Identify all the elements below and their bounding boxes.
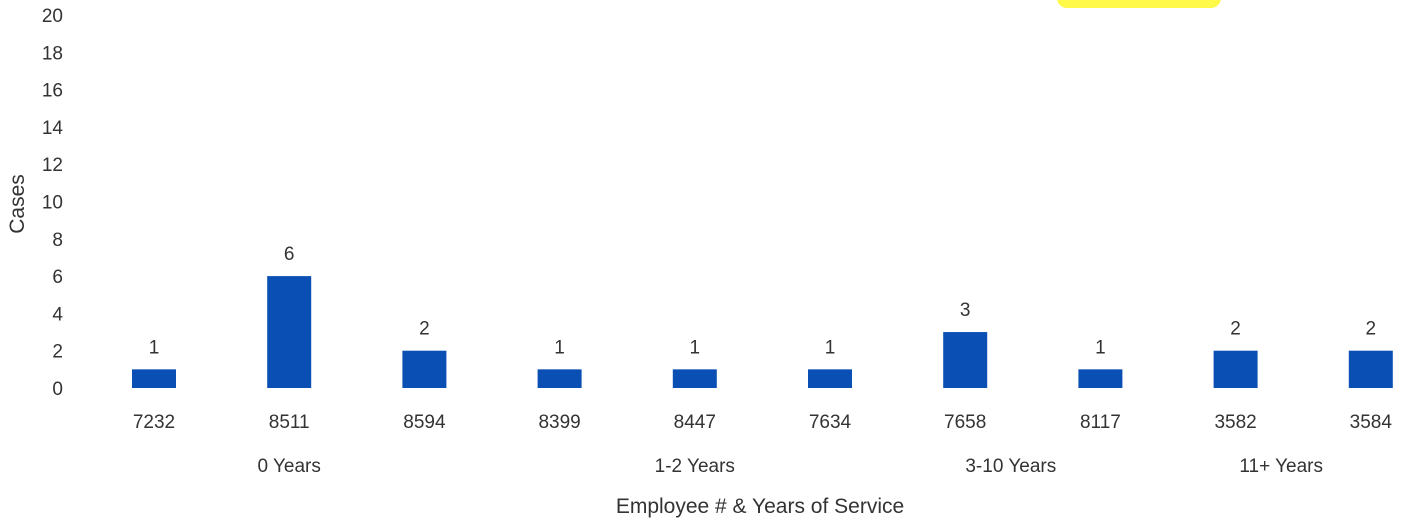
bar — [1348, 350, 1393, 388]
data-label: 3 — [960, 300, 971, 321]
group-label: 1-2 Years — [655, 456, 735, 477]
x-axis-title: Employee # & Years of Service — [616, 495, 904, 518]
data-label: 2 — [419, 319, 430, 340]
data-label: 1 — [1095, 337, 1106, 358]
data-label: 1 — [554, 337, 565, 358]
x-tick-label: 3584 — [1350, 412, 1393, 433]
y-tick-label: 20 — [42, 6, 63, 27]
x-tick-label: 8117 — [1080, 412, 1121, 433]
y-tick-label: 10 — [42, 193, 63, 214]
bar — [808, 369, 852, 388]
bar — [1078, 369, 1123, 388]
y-tick-label: 4 — [52, 304, 63, 325]
bar — [943, 332, 988, 388]
data-label: 1 — [690, 337, 701, 358]
bar — [132, 369, 176, 388]
x-tick-label: 8511 — [269, 412, 310, 433]
group-label: 3-10 Years — [965, 456, 1056, 477]
y-tick-label: 14 — [42, 118, 64, 139]
data-labels: 1 6 2 1 1 1 3 1 2 2 — [149, 244, 1376, 358]
x-tick-label: 8399 — [538, 412, 580, 433]
y-axis-ticks: 0 2 4 6 8 10 12 14 16 18 20 — [42, 6, 64, 400]
y-tick-label: 18 — [42, 43, 63, 64]
y-tick-label: 2 — [52, 342, 63, 363]
y-tick-label: 0 — [52, 379, 63, 400]
x-axis-ticks: 7232 8511 8594 8399 8447 7634 7658 8117 3582 3584 — [133, 412, 1393, 433]
y-tick-label: 6 — [52, 267, 63, 288]
bars — [132, 276, 1393, 388]
x-tick-label: 8447 — [674, 412, 716, 433]
group-labels: 0 Years 1-2 Years 3-10 Years 11+ Years — [257, 456, 1323, 477]
data-label: 6 — [284, 244, 295, 265]
highlight-mark — [1057, 0, 1221, 8]
group-label: 0 Years — [257, 456, 320, 477]
y-tick-label: 8 — [52, 230, 63, 251]
y-tick-label: 12 — [42, 155, 63, 176]
bar — [1213, 350, 1258, 388]
bar — [402, 350, 447, 388]
data-label: 2 — [1230, 319, 1241, 340]
data-label: 1 — [149, 337, 160, 358]
y-axis-title: Cases — [6, 174, 29, 234]
y-tick-label: 16 — [42, 81, 63, 102]
bar — [537, 369, 582, 388]
x-tick-label: 3582 — [1214, 412, 1256, 433]
x-tick-label: 7658 — [944, 412, 986, 433]
group-label: 11+ Years — [1239, 456, 1323, 477]
data-label: 2 — [1366, 319, 1377, 340]
bar — [267, 276, 312, 388]
x-tick-label: 7232 — [133, 412, 175, 433]
x-tick-label: 8594 — [403, 412, 446, 433]
bar — [672, 369, 717, 388]
data-label: 1 — [825, 337, 836, 358]
x-tick-label: 7634 — [809, 412, 852, 433]
